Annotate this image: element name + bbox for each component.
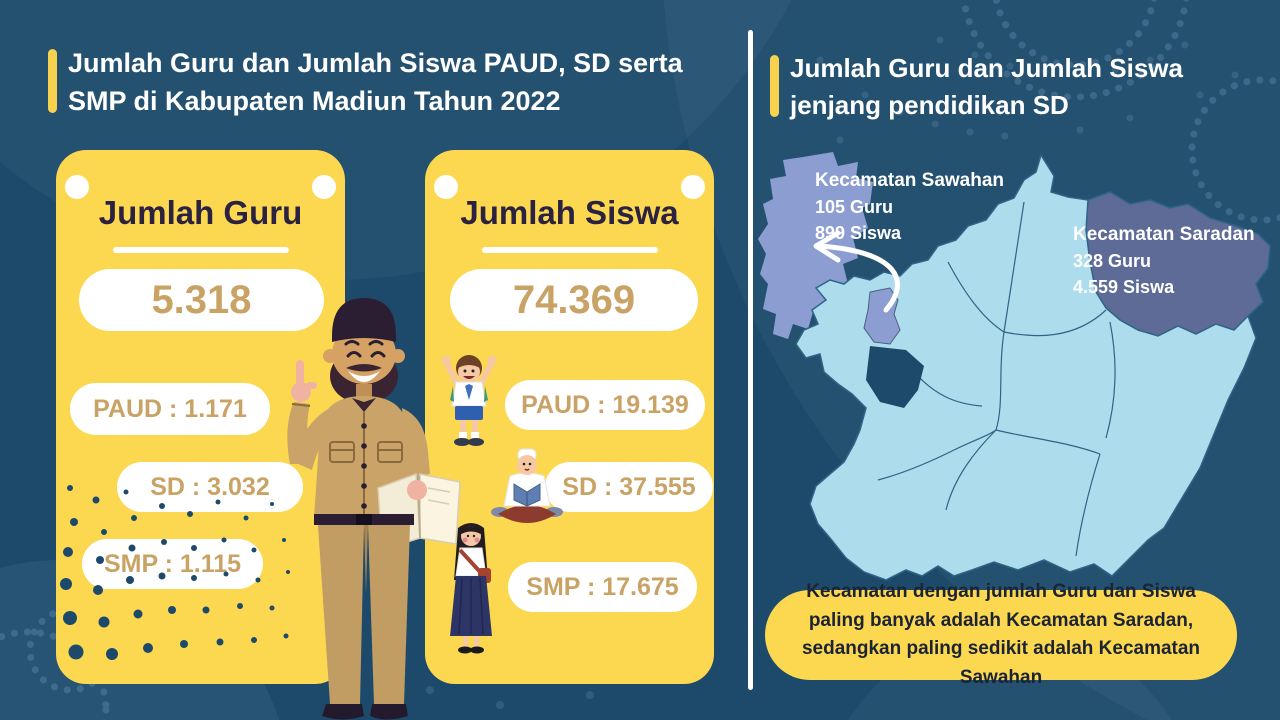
guru-smp-value: SMP : 1.115	[82, 539, 263, 589]
conclusion-note-text: Kecamatan dengan jumlah Guru dan Siswa p…	[801, 581, 1201, 688]
guru-card-title: Jumlah Guru	[98, 194, 303, 231]
saradan-name: Kecamatan Saradan	[1073, 224, 1255, 245]
map-district-borders	[877, 201, 1116, 557]
sawahan-label: Kecamatan Sawahan 105 Guru 899 Siswa	[815, 168, 1004, 246]
siswa-total-value: 74.369	[450, 269, 698, 331]
card-pin-icon	[312, 175, 336, 199]
saradan-label: Kecamatan Saradan 328 Guru 4.559 Siswa	[1073, 222, 1255, 300]
madiun-regency-map	[758, 152, 1271, 581]
map-region-saradan	[1085, 191, 1271, 337]
teacher-illustration	[287, 298, 461, 720]
siswa-smp-value: SMP : 17.675	[508, 562, 697, 612]
saradan-guru: 328 Guru	[1073, 251, 1152, 271]
student-girl-illustration	[450, 523, 492, 654]
card-title-underline	[112, 247, 289, 253]
card-pin-icon	[65, 175, 89, 199]
panel-divider	[748, 30, 753, 690]
saradan-siswa: 4.559 Siswa	[1073, 277, 1175, 297]
student-cheering-illustration	[441, 355, 497, 446]
card-pin-icon	[434, 175, 458, 199]
guru-total-value: 5.318	[79, 269, 324, 331]
map-region-city-cutout	[866, 346, 924, 408]
right-title-accent-bar	[770, 55, 779, 117]
siswa-card-title: Jumlah Siswa	[460, 194, 679, 231]
card-pin-icon	[681, 175, 705, 199]
siswa-paud-value: PAUD : 19.139	[505, 380, 705, 430]
right-panel-title: Jumlah Guru dan Jumlah Siswa jenjang pen…	[790, 53, 1183, 120]
guru-paud-value: PAUD : 1.171	[70, 383, 270, 435]
map-zoom-arrow	[813, 230, 900, 313]
left-title-accent-bar	[48, 49, 57, 113]
sawahan-siswa: 899 Siswa	[815, 223, 902, 243]
sawahan-name: Kecamatan Sawahan	[815, 170, 1005, 191]
siswa-sd-value: SD : 37.555	[545, 462, 713, 512]
left-panel-title: Jumlah Guru dan Jumlah Siswa PAUD, SD se…	[68, 48, 683, 117]
card-title-underline	[481, 247, 658, 253]
sawahan-guru: 105 Guru	[815, 197, 894, 217]
conclusion-note: Kecamatan dengan jumlah Guru dan Siswa p…	[765, 581, 1237, 688]
student-reading-illustration	[491, 448, 563, 523]
